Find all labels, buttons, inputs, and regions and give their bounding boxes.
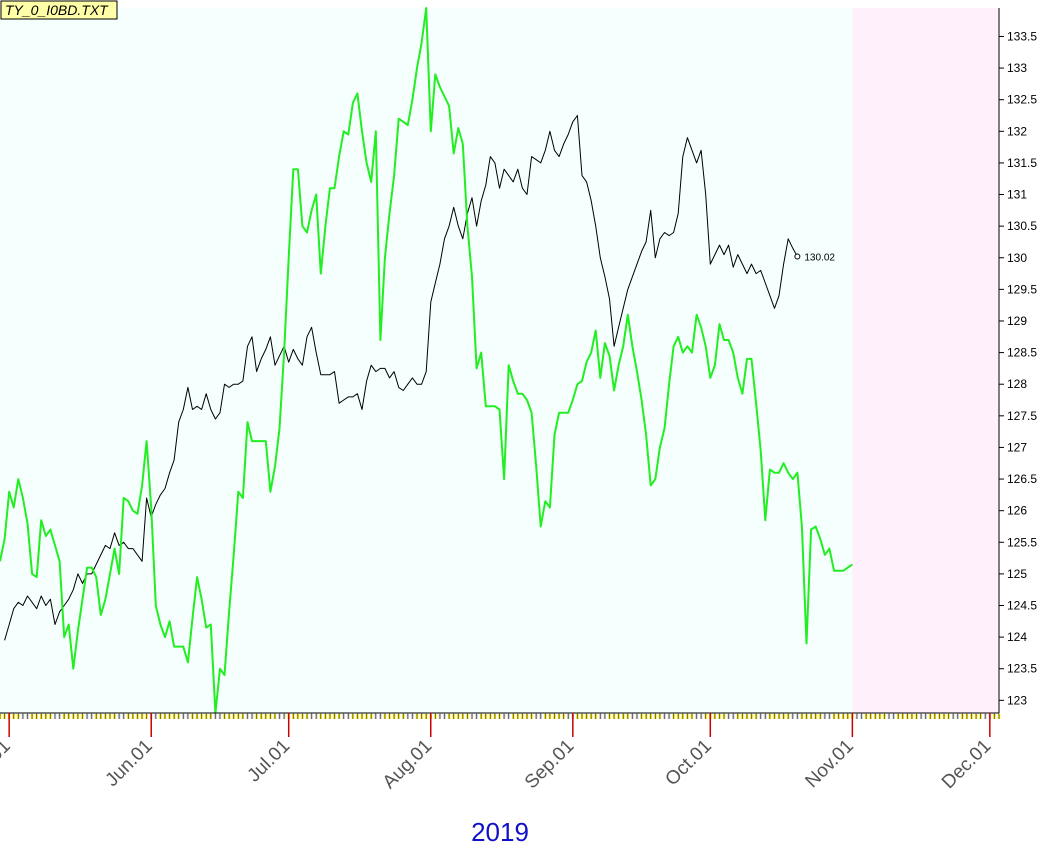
y-tick-label: 130.5 <box>1007 219 1037 233</box>
y-tick-label: 131.5 <box>1007 156 1037 170</box>
y-tick-label: 125.5 <box>1007 535 1037 549</box>
year-label: 2019 <box>471 817 529 847</box>
plot-background <box>0 8 853 713</box>
y-tick-label: 126 <box>1007 504 1027 518</box>
chart-title: TY_0_I0BD.TXT <box>5 2 109 18</box>
y-tick-label: 132.5 <box>1007 93 1037 107</box>
y-tick-label: 127 <box>1007 440 1027 454</box>
series-line-1 <box>4 115 798 641</box>
title-box: TY_0_I0BD.TXT <box>0 0 118 20</box>
last-point-marker <box>794 253 801 260</box>
y-tick-label: 133 <box>1007 61 1027 75</box>
y-tick-label: 129 <box>1007 314 1027 328</box>
y-tick-label: 129.5 <box>1007 282 1037 296</box>
y-tick-label: 128.5 <box>1007 346 1037 360</box>
y-tick-label: 128 <box>1007 377 1027 391</box>
y-tick-label: 124 <box>1007 630 1027 644</box>
y-tick-label: 125 <box>1007 567 1027 581</box>
y-tick-label: 130 <box>1007 251 1027 265</box>
highlight-region <box>852 8 999 713</box>
y-tick-label: 123.5 <box>1007 662 1037 676</box>
y-tick-label: 131 <box>1007 188 1027 202</box>
y-tick-label: 132 <box>1007 124 1027 138</box>
plot-area <box>0 8 999 713</box>
y-tick-label: 133.5 <box>1007 29 1037 43</box>
series-layer <box>0 7 853 714</box>
y-tick-label: 126.5 <box>1007 472 1037 486</box>
y-tick-label: 127.5 <box>1007 409 1037 423</box>
y-tick-label: 123 <box>1007 693 1027 707</box>
y-tick-label: 124.5 <box>1007 599 1037 613</box>
series-line-2 <box>0 7 853 714</box>
title-box-bg <box>0 0 118 20</box>
x-day-tick <box>0 714 2 719</box>
last-value-label: 130.02 <box>804 252 835 263</box>
